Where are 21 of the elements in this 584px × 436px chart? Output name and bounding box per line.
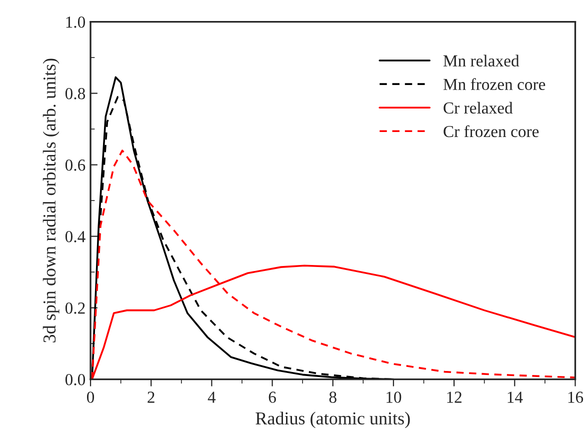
- x-tick-label: 10: [386, 392, 402, 403]
- x-tick-label: 6: [268, 392, 276, 403]
- legend-label: Mn frozen core: [443, 78, 546, 90]
- legend-label: Cr frozen core: [444, 125, 539, 138]
- legend-label: Cr relaxed: [444, 102, 513, 114]
- x-tick-label: 0: [86, 392, 94, 403]
- y-tick-label: 0.0: [65, 374, 86, 386]
- x-tick-label: 16: [568, 392, 584, 403]
- x-tick-label: 14: [508, 392, 523, 403]
- y-tick-label: 1.0: [66, 16, 86, 28]
- legend-label: Mn relaxed: [443, 54, 520, 67]
- x-tick-label: 4: [208, 392, 216, 403]
- x-tick-label: 2: [148, 392, 154, 403]
- x-tick-label: 8: [329, 392, 336, 403]
- y-tick-label: 0.2: [65, 302, 85, 314]
- y-tick-label: 0.8: [65, 88, 86, 100]
- y-tick-label: 0.4: [65, 231, 86, 242]
- x-tick-label: 12: [447, 392, 462, 403]
- y-tick-label: 0.6: [65, 160, 86, 171]
- y-axis-title: 3d spin down radial orbitals (arb. units): [42, 58, 60, 342]
- x-axis-title: Radius (atomic units): [256, 412, 410, 428]
